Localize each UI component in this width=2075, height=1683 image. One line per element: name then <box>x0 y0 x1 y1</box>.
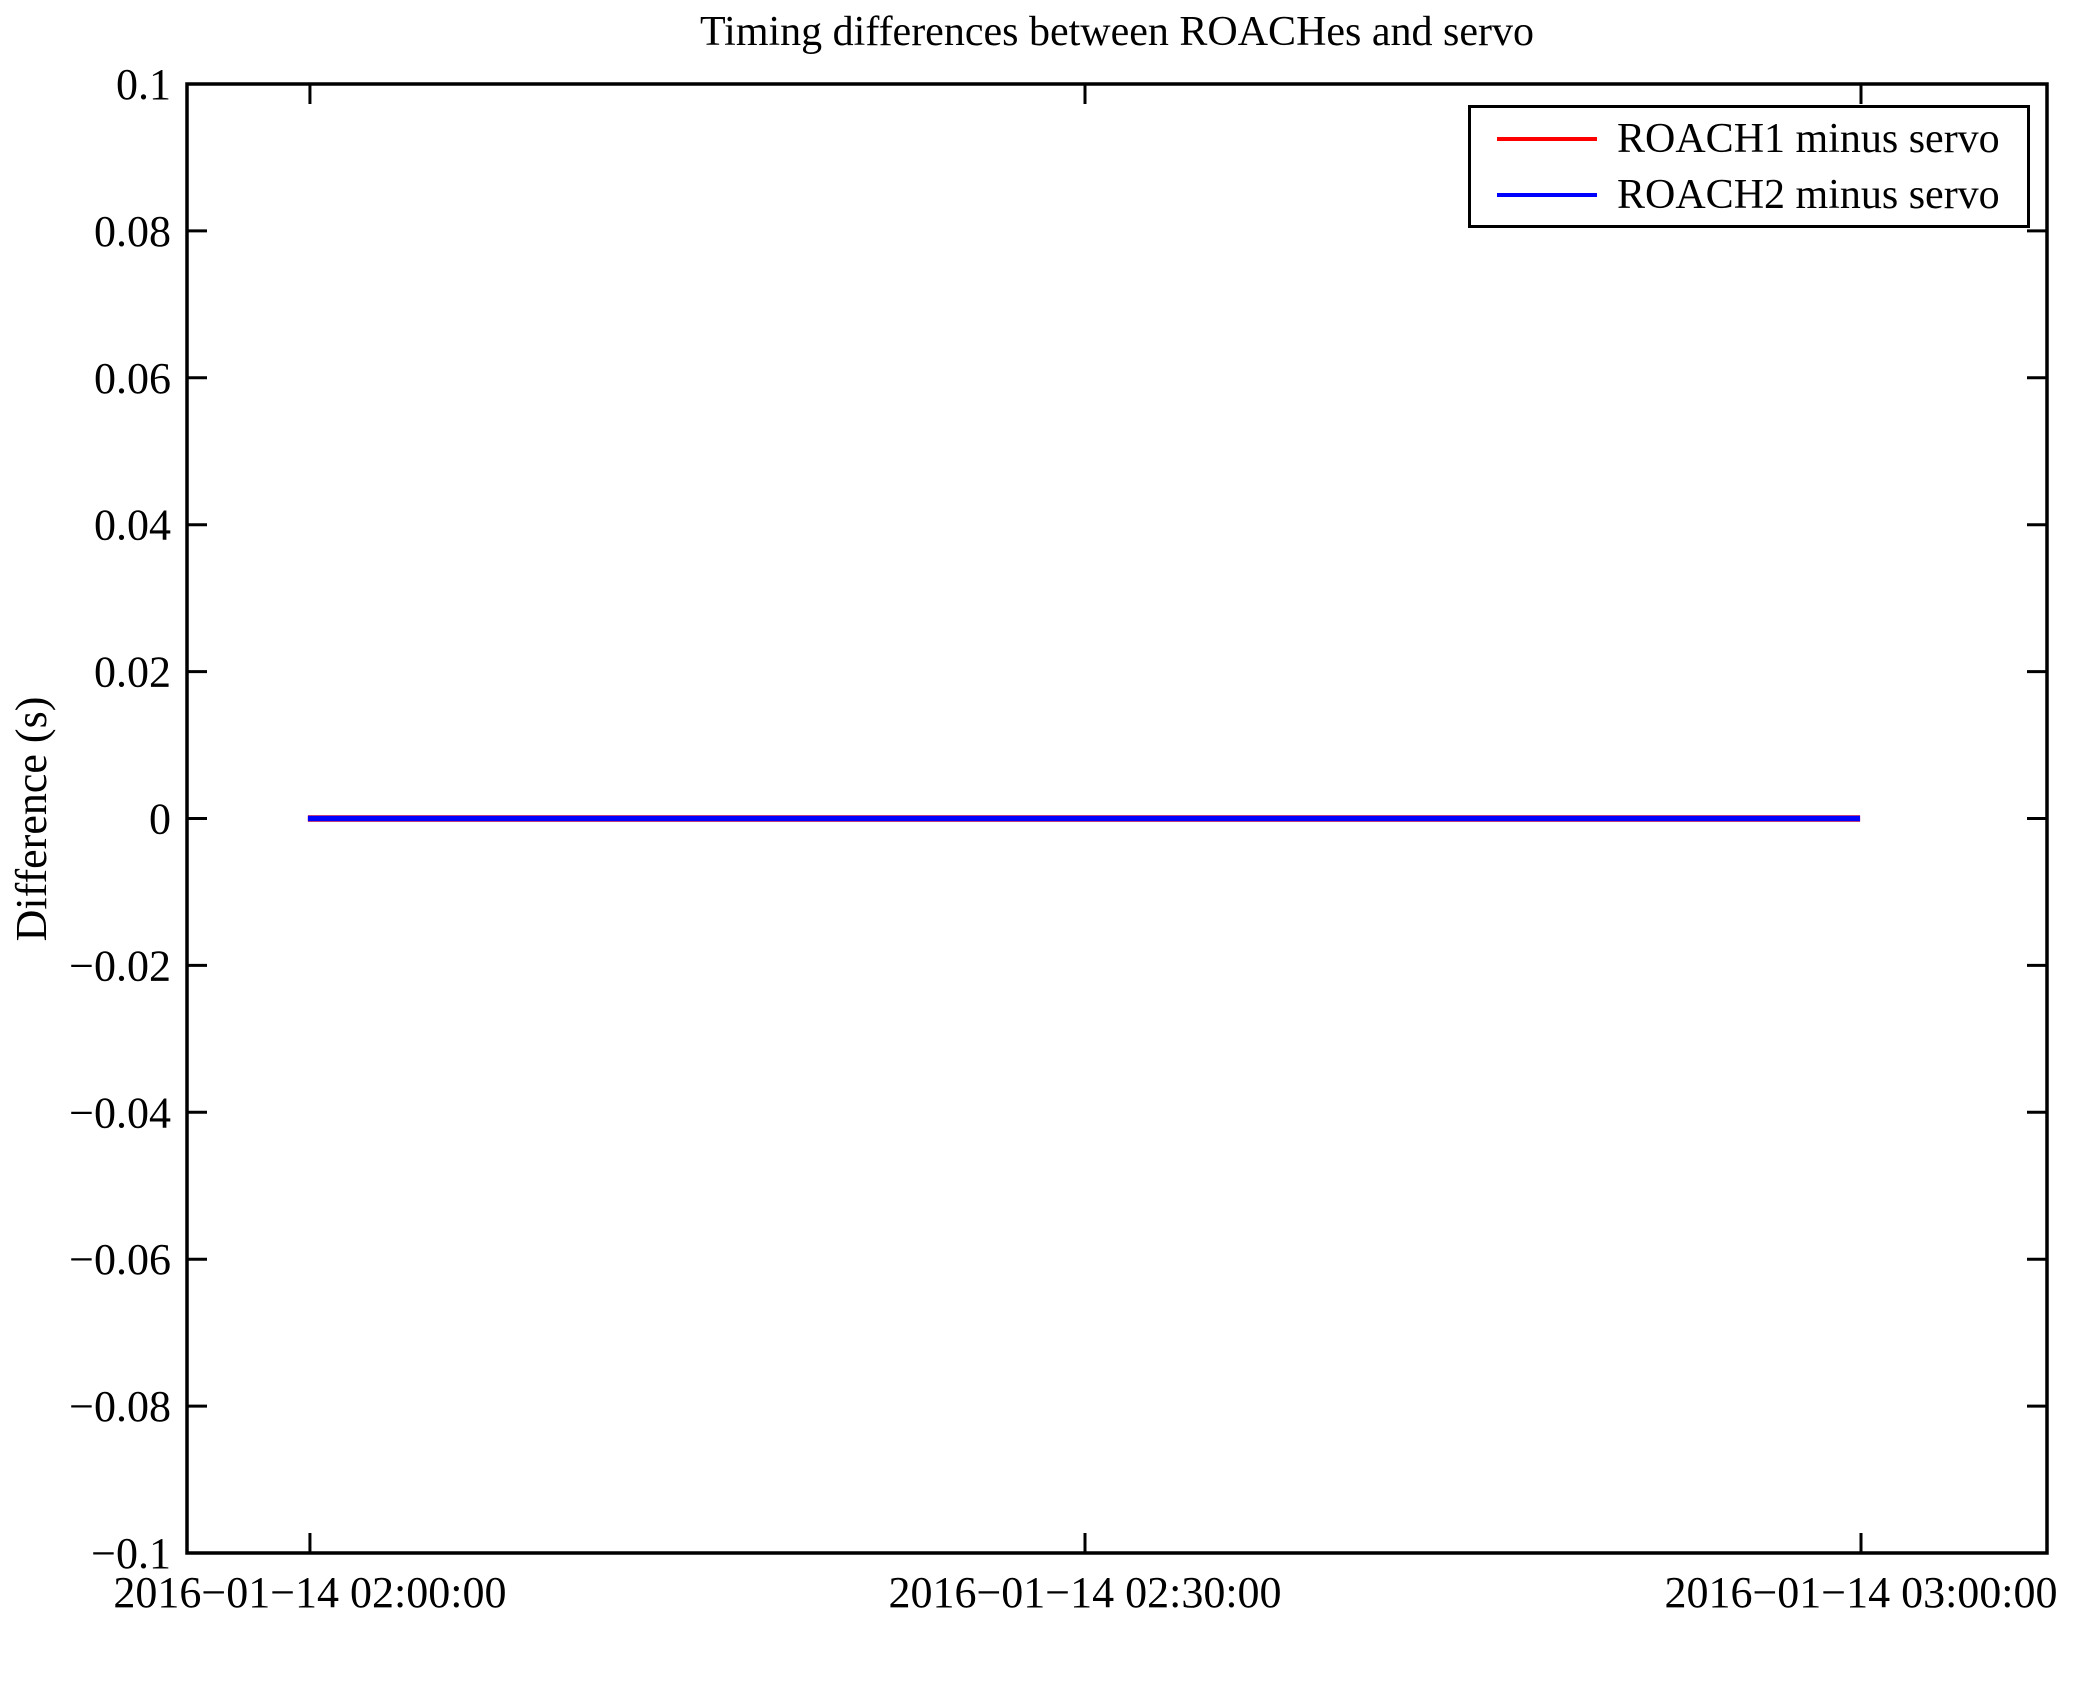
y-tick-label: −0.1 <box>91 1529 171 1578</box>
y-tick-label: 0.02 <box>94 648 171 697</box>
y-tick-label: −0.04 <box>69 1088 171 1137</box>
legend-label-roach1: ROACH1 minus servo <box>1617 115 2000 162</box>
chart-title: Timing differences between ROACHes and s… <box>699 9 1534 55</box>
legend-item-roach2: ROACH2 minus servo <box>1471 169 2027 221</box>
y-tick-label: 0.06 <box>94 354 171 403</box>
y-tick-label: 0.04 <box>94 501 171 550</box>
legend-label-roach2: ROACH2 minus servo <box>1617 171 2000 218</box>
y-tick-label: −0.08 <box>69 1382 171 1431</box>
x-tick-label: 2016−01−14 02:30:00 <box>888 1568 1281 1617</box>
y-tick-label: 0.08 <box>94 207 171 256</box>
legend-line-sample-roach2 <box>1497 192 1597 197</box>
legend-line-sample-roach1 <box>1497 136 1597 141</box>
plot-frame <box>185 82 2049 1555</box>
x-tick-label: 2016−01−14 03:00:00 <box>1664 1568 2057 1617</box>
y-tick-label: −0.02 <box>69 941 171 990</box>
legend-item-roach1: ROACH1 minus servo <box>1471 113 2027 165</box>
legend: ROACH1 minus servo ROACH2 minus servo <box>1468 105 2030 228</box>
y-tick-label: 0 <box>149 795 171 844</box>
y-tick-label: −0.06 <box>69 1235 171 1284</box>
x-tick-label: 2016−01−14 02:00:00 <box>113 1568 506 1617</box>
y-tick-label: 0.1 <box>116 60 171 109</box>
